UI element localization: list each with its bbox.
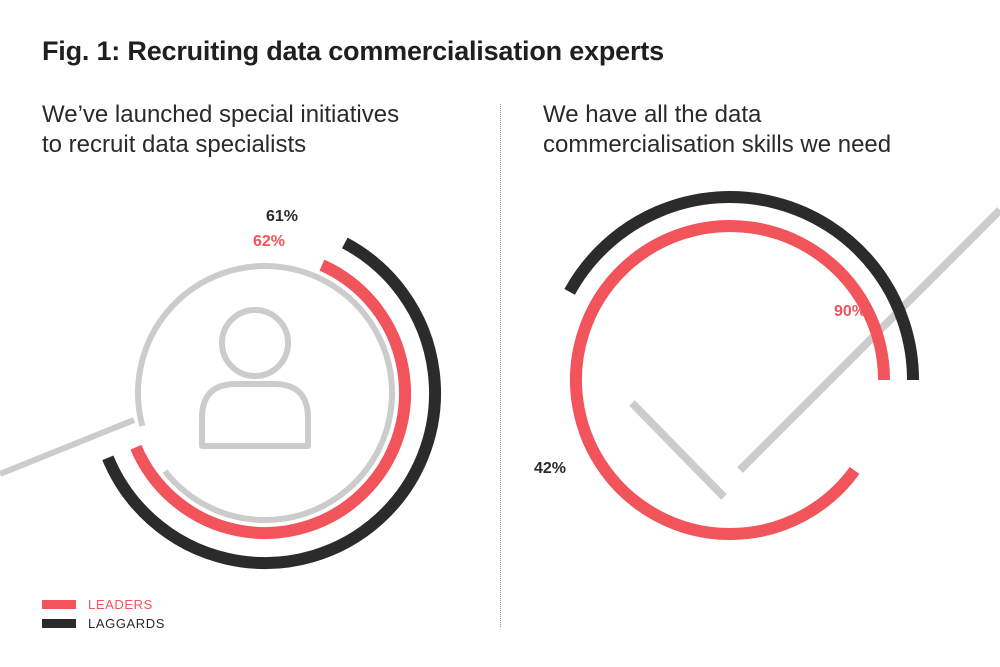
left-leaders-arc	[130, 259, 411, 539]
person-head	[219, 307, 291, 379]
right-laggards-value-label: 42%	[534, 460, 566, 477]
right-laggards-arc	[564, 191, 919, 381]
person-body	[199, 381, 311, 449]
laggards-legend-label: LAGGARDS	[88, 616, 166, 631]
icon-ring	[135, 263, 395, 523]
leaders-legend-label: LEADERS	[88, 597, 153, 612]
chart-title: Fig. 1: Recruiting data commercialisatio…	[42, 36, 664, 66]
left-laggards-arc	[102, 237, 442, 569]
right-leaders-value-label: 90%	[834, 303, 866, 320]
right-leaders-arc	[570, 220, 890, 540]
checkmark-icon	[629, 207, 1000, 500]
legend-item-laggards: LAGGARDS	[42, 614, 165, 633]
person-icon	[0, 263, 395, 523]
left-laggards-value-label: 61%	[266, 208, 298, 225]
legend: LEADERS LAGGARDS	[42, 595, 165, 633]
panel-divider	[500, 104, 501, 627]
legend-item-leaders: LEADERS	[42, 595, 165, 614]
left-subtitle-line-1: We’ve launched special initiatives	[42, 101, 400, 128]
leaders-swatch	[42, 600, 76, 609]
check-short-stroke	[629, 400, 727, 500]
right-subtitle-line-2: commercialisation skills we need	[543, 131, 892, 158]
left-chart-subtitle: We’ve launched special initiatives to re…	[42, 100, 462, 160]
check-long-stroke	[737, 207, 1000, 473]
icon-tail-line	[0, 417, 136, 477]
right-chart-subtitle: We have all the data commercialisation s…	[543, 100, 983, 160]
laggards-swatch	[42, 619, 76, 628]
left-subtitle-line-2: to recruit data specialists	[42, 131, 307, 158]
left-leaders-value-label: 62%	[253, 233, 285, 250]
right-subtitle-line-1: We have all the data	[543, 101, 762, 128]
